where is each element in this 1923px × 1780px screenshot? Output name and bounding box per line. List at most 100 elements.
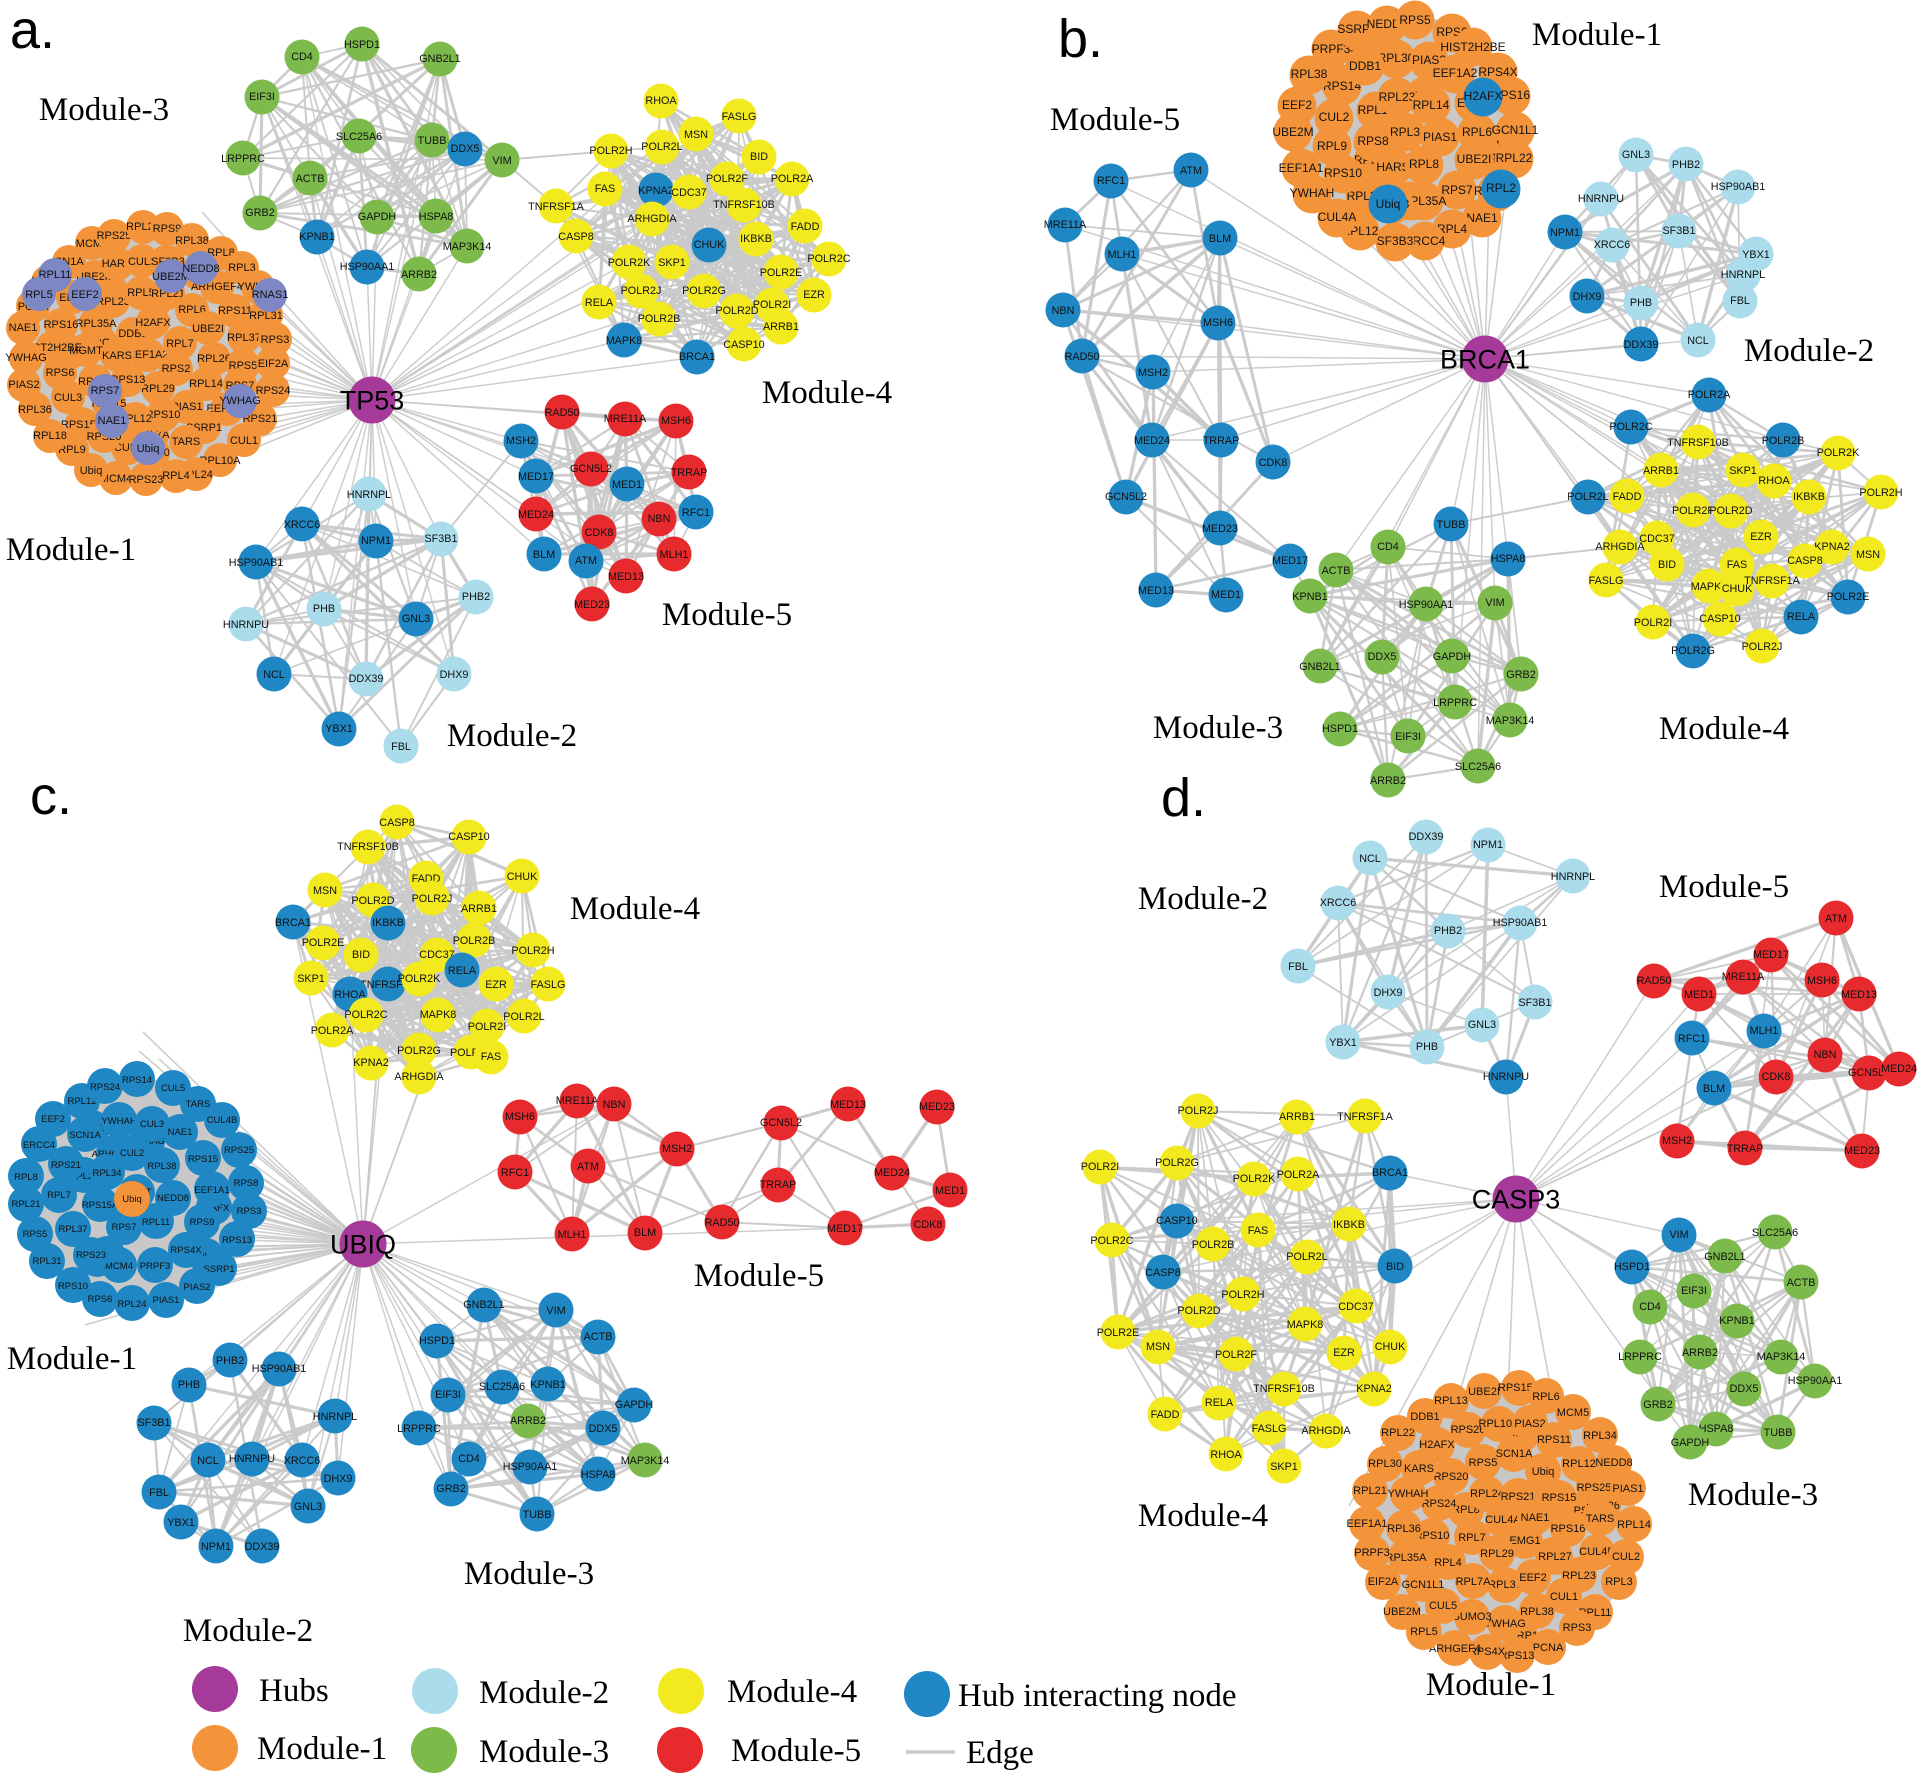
- svg-text:MAP3K14: MAP3K14: [1757, 1351, 1806, 1363]
- svg-text:HARS: HARS: [102, 258, 133, 270]
- svg-text:POLR2C: POLR2C: [807, 253, 850, 265]
- svg-text:POLR2C: POLR2C: [344, 1009, 387, 1021]
- svg-text:MSH6: MSH6: [1203, 317, 1233, 329]
- svg-text:CDK8: CDK8: [585, 527, 614, 539]
- svg-text:POLR2C: POLR2C: [1090, 1235, 1133, 1247]
- svg-text:CUL2: CUL2: [1612, 1551, 1640, 1563]
- svg-text:GAPDH: GAPDH: [615, 1399, 653, 1411]
- svg-text:SLC25A6: SLC25A6: [1752, 1227, 1798, 1239]
- svg-text:RPL27: RPL27: [1538, 1551, 1572, 1563]
- svg-text:NPM1: NPM1: [1473, 839, 1503, 851]
- svg-text:POLR2B: POLR2B: [453, 935, 496, 947]
- svg-text:Module-2: Module-2: [447, 718, 577, 754]
- svg-text:POLR2I: POLR2I: [753, 299, 791, 311]
- svg-text:DDB1: DDB1: [1349, 59, 1381, 73]
- svg-text:KPNA2: KPNA2: [638, 185, 673, 197]
- svg-text:CUL3: CUL3: [54, 392, 82, 404]
- svg-text:RPL6: RPL6: [178, 304, 206, 316]
- svg-text:FADD: FADD: [1613, 491, 1642, 503]
- svg-text:RPS14: RPS14: [1323, 79, 1361, 93]
- svg-text:MED1: MED1: [1211, 589, 1241, 601]
- svg-text:HNRNPU: HNRNPU: [1483, 1071, 1529, 1083]
- svg-text:BLM: BLM: [1209, 233, 1231, 245]
- svg-text:SF3B1: SF3B1: [137, 1417, 170, 1429]
- svg-text:RPL4: RPL4: [1437, 222, 1467, 236]
- svg-text:DDX39: DDX39: [245, 1541, 280, 1553]
- svg-text:HSPD1: HSPD1: [344, 39, 380, 51]
- svg-text:Module-3: Module-3: [464, 1556, 594, 1592]
- svg-text:TNFRSF1A: TNFRSF1A: [1744, 575, 1801, 587]
- svg-text:RHOA: RHOA: [1758, 475, 1790, 487]
- svg-text:GCN5L2: GCN5L2: [1105, 491, 1147, 503]
- svg-text:PRPF3: PRPF3: [1354, 1547, 1389, 1559]
- svg-text:MCM4: MCM4: [100, 473, 132, 485]
- svg-text:MED17: MED17: [827, 1223, 863, 1235]
- svg-text:NEDD8: NEDD8: [157, 1193, 189, 1204]
- svg-text:POLR2B: POLR2B: [1192, 1239, 1235, 1251]
- svg-text:RPL3: RPL3: [1390, 125, 1420, 139]
- svg-text:TRRAP: TRRAP: [671, 467, 708, 479]
- svg-text:IKBKB: IKBKB: [1333, 1219, 1365, 1231]
- svg-text:CUL4A: CUL4A: [1485, 1514, 1521, 1526]
- svg-text:EEF2: EEF2: [1282, 98, 1312, 112]
- svg-text:RPL11: RPL11: [142, 1217, 170, 1228]
- svg-text:BLM: BLM: [1703, 1083, 1725, 1095]
- svg-text:HNRNPL: HNRNPL: [1721, 269, 1765, 281]
- svg-text:MAP3K14: MAP3K14: [443, 241, 492, 253]
- svg-text:EIF3I: EIF3I: [1681, 1285, 1707, 1297]
- svg-text:RPS23: RPS23: [76, 1250, 106, 1261]
- svg-text:Module-1: Module-1: [7, 1341, 137, 1377]
- svg-text:MED13: MED13: [830, 1099, 866, 1111]
- svg-text:CASP8: CASP8: [379, 817, 414, 829]
- svg-text:UBE2M: UBE2M: [1383, 1606, 1421, 1618]
- svg-text:SF3B1: SF3B1: [1518, 997, 1551, 1009]
- svg-text:EEF2: EEF2: [1519, 1572, 1547, 1584]
- svg-text:HIST2H2BE: HIST2H2BE: [1440, 40, 1505, 54]
- svg-text:HSP90AA1: HSP90AA1: [1399, 599, 1454, 611]
- svg-text:HSPA8: HSPA8: [1699, 1423, 1734, 1435]
- svg-text:Module-4: Module-4: [1659, 711, 1789, 747]
- svg-text:MED23: MED23: [1844, 1145, 1880, 1157]
- svg-text:RPL31: RPL31: [249, 310, 283, 322]
- svg-text:MCM4: MCM4: [105, 1261, 133, 1272]
- svg-text:DDB1: DDB1: [1410, 1411, 1439, 1423]
- svg-text:GRB2: GRB2: [245, 207, 274, 219]
- svg-text:POLR2E: POLR2E: [1097, 1327, 1140, 1339]
- svg-text:RPS5: RPS5: [23, 1229, 48, 1240]
- svg-text:RPL36: RPL36: [18, 404, 52, 416]
- svg-text:POLR2L: POLR2L: [1286, 1251, 1327, 1263]
- svg-text:RPS15: RPS15: [1542, 1492, 1577, 1504]
- svg-text:POLR2H: POLR2H: [1221, 1289, 1264, 1301]
- svg-text:MRE11A: MRE11A: [604, 413, 647, 425]
- svg-text:RPS10: RPS10: [1324, 166, 1362, 180]
- svg-text:LRPPRC: LRPPRC: [1618, 1351, 1662, 1363]
- svg-text:HSP90AB1: HSP90AB1: [229, 557, 284, 569]
- svg-text:RPL9: RPL9: [1317, 139, 1347, 153]
- svg-text:c.: c.: [30, 766, 72, 826]
- svg-text:RPL30: RPL30: [1378, 51, 1415, 65]
- svg-text:DDX5: DDX5: [1368, 651, 1397, 663]
- svg-text:MSH6: MSH6: [1807, 975, 1837, 987]
- svg-text:Module-5: Module-5: [1659, 869, 1789, 905]
- svg-text:HSP90AA1: HSP90AA1: [503, 1461, 558, 1473]
- svg-text:CUL5: CUL5: [161, 1083, 185, 1094]
- svg-text:ATM: ATM: [1180, 165, 1202, 177]
- svg-text:TRRAP: TRRAP: [1727, 1143, 1764, 1155]
- svg-text:RPS11: RPS11: [218, 305, 252, 317]
- svg-text:POLR2L: POLR2L: [1567, 491, 1608, 503]
- svg-text:EZR: EZR: [1333, 1347, 1355, 1359]
- svg-text:PHB2: PHB2: [1434, 925, 1462, 937]
- svg-text:BRCA1: BRCA1: [679, 351, 715, 363]
- svg-text:ARRB1: ARRB1: [461, 903, 497, 915]
- svg-text:RPL37: RPL37: [1488, 1579, 1522, 1591]
- svg-text:EZR: EZR: [803, 289, 825, 301]
- svg-text:POLR2L: POLR2L: [641, 141, 682, 153]
- svg-text:CASP10: CASP10: [1699, 613, 1740, 625]
- svg-text:CASP10: CASP10: [448, 831, 489, 843]
- svg-text:GNB2L1: GNB2L1: [463, 1299, 504, 1311]
- svg-text:POLR2I: POLR2I: [468, 1021, 506, 1033]
- svg-text:RPS11: RPS11: [1537, 1434, 1571, 1446]
- svg-text:YWHAG: YWHAG: [1484, 1618, 1526, 1630]
- svg-text:RPL24: RPL24: [1470, 1488, 1504, 1500]
- svg-text:TNFRSF10B: TNFRSF10B: [713, 199, 775, 211]
